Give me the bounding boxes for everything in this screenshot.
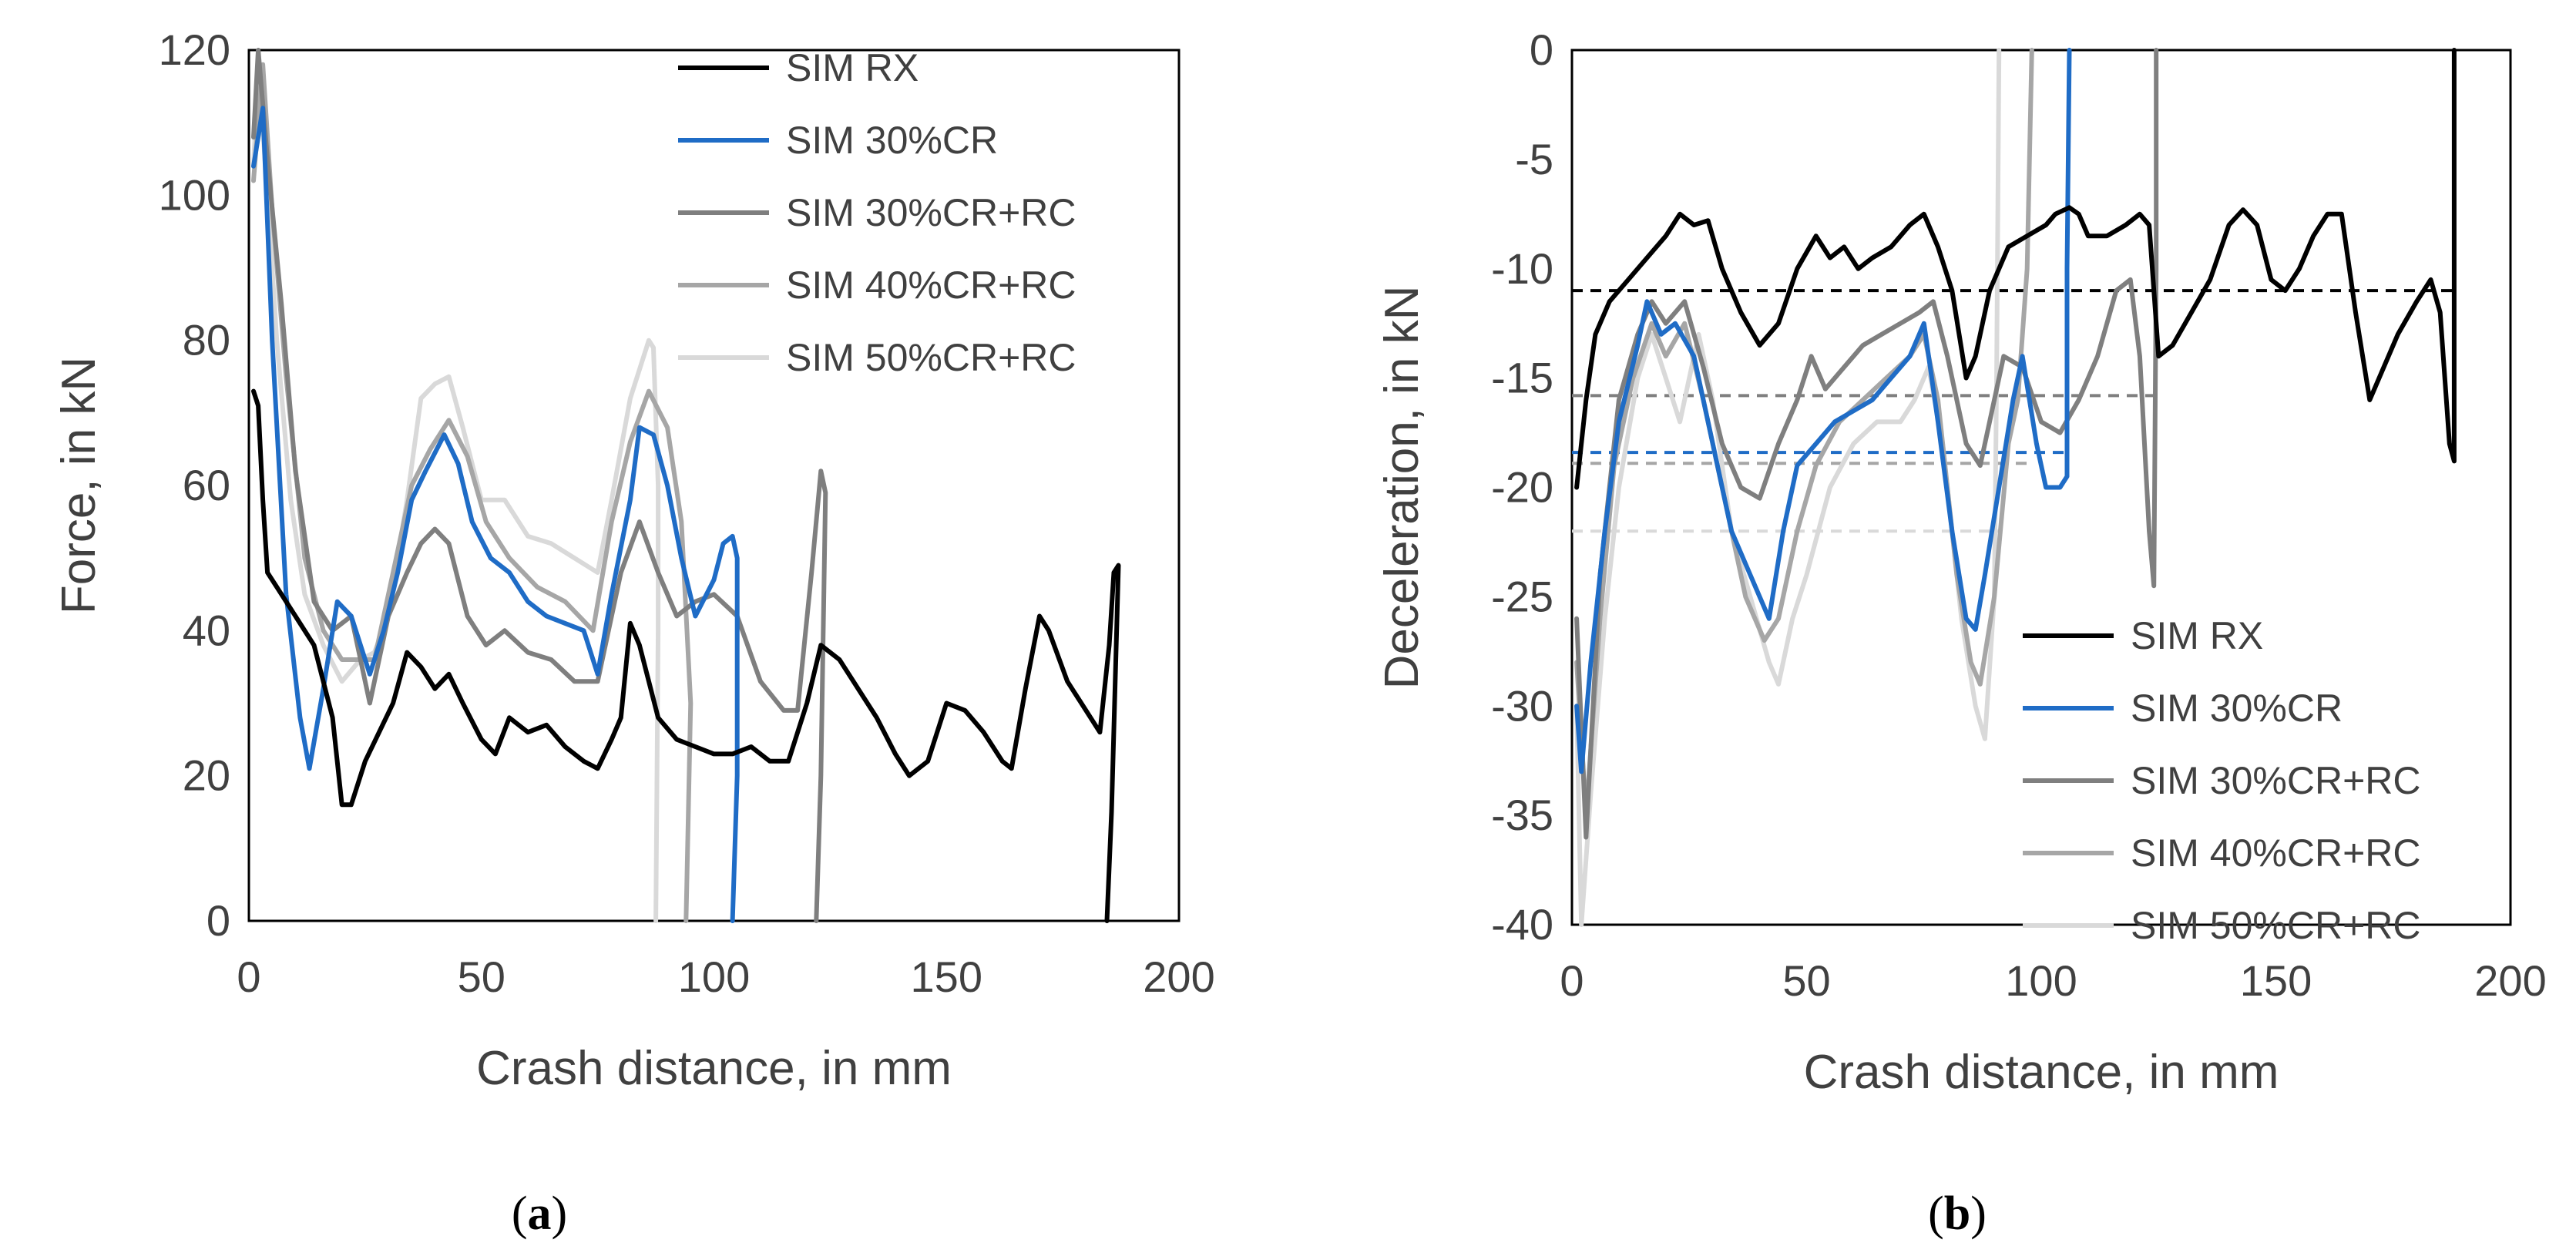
- chart1-legend-entry: SIM 50%CR+RC: [2131, 904, 2421, 947]
- chart0-series-line: [251, 388, 1121, 923]
- chart1-series-line: [1574, 48, 2457, 490]
- chart1-series-line: [1574, 48, 2159, 840]
- chart0-series-line: [251, 62, 661, 923]
- panel-a-force-chart: 0 20 40 60 80 100 120 0 50 100 150 200 Crash distanc…: [52, 25, 1215, 1095]
- caption-b-letter: b: [1944, 1187, 1970, 1240]
- chart0-xtick-label: 100: [678, 952, 750, 1001]
- chart0-legend-entry: SIM 30%CR+RC: [786, 191, 1076, 234]
- chart1-yaxis-label: Deceleration, in kN: [1375, 286, 1429, 690]
- chart1-xtick-label: 50: [1782, 956, 1830, 1005]
- chart1-legend-entry: SIM RX: [2131, 614, 2263, 657]
- chart1-series-line: [1574, 48, 2072, 774]
- chart0-legend-entry: SIM 40%CR+RC: [786, 264, 1076, 307]
- chart1-legend: SIM RX SIM 30%CR SIM 30%CR+RC SIM 40%CR+RC S…: [2023, 614, 2421, 947]
- chart0-yaxis-label: Force, in kN: [52, 357, 106, 614]
- chart0-ytick-label: 120: [159, 25, 230, 74]
- chart0-ytick-label: 80: [183, 316, 230, 364]
- chart0-xtick-label: 50: [458, 952, 505, 1001]
- chart0-xtick-label: 150: [911, 952, 982, 1001]
- chart0-series-line: [251, 62, 694, 923]
- chart1-xtick-label: 150: [2240, 956, 2312, 1005]
- chart0-plot-frame: [247, 49, 1181, 922]
- chart0-ytick-label: 100: [159, 170, 230, 219]
- chart1-ytick-label: 0: [1530, 25, 1553, 74]
- caption-a-letter: a: [528, 1187, 552, 1240]
- chart0-xtick-label: 200: [1143, 952, 1214, 1001]
- chart1-legend-entry: SIM 30%CR+RC: [2131, 759, 2421, 802]
- caption-a: (a): [512, 1187, 567, 1240]
- chart1-ytick-label: -30: [1491, 681, 1553, 730]
- caption-b: (b): [1928, 1187, 1987, 1240]
- chart1-xaxis-label: Crash distance, in mm: [1804, 1046, 2279, 1099]
- chart1-ytick-label: -35: [1491, 791, 1553, 839]
- chart1-ytick-label: -25: [1491, 572, 1553, 620]
- chart0-xaxis-label: Crash distance, in mm: [476, 1042, 952, 1095]
- chart0-ytick-label: 0: [207, 896, 230, 945]
- chart1-ytick-label: -40: [1491, 900, 1553, 949]
- chart1-ytick-label: -15: [1491, 354, 1553, 402]
- chart1-xtick-label: 200: [2474, 956, 2546, 1005]
- chart1-ytick-label: -10: [1491, 244, 1553, 293]
- chart0-legend: SIM RX SIM 30%CR SIM 30%CR+RC SIM 40%CR+RC S…: [678, 46, 1076, 379]
- chart0-legend-entry: SIM RX: [786, 46, 919, 89]
- chart1-legend-entry: SIM 30%CR: [2131, 687, 2343, 730]
- panel-b-deceleration-chart: 0-5-10-15-20-25-30-35-400 50 100 150 200Cras…: [1375, 25, 2547, 1099]
- chart0-xtick-label: 0: [237, 952, 260, 1001]
- chart1-xtick-label: 0: [1560, 956, 1584, 1005]
- chart0-legend-entry: SIM 50%CR+RC: [786, 336, 1076, 379]
- chart0-legend-entry: SIM 30%CR: [786, 119, 998, 162]
- chart0-series-line: [251, 106, 740, 923]
- chart1-ytick-label: -20: [1491, 463, 1553, 512]
- chart1-series-line: [1574, 48, 2002, 927]
- chart0-ytick-label: 20: [183, 751, 230, 800]
- chart1-ytick-label: -5: [1515, 135, 1553, 183]
- chart1-series-line: [1574, 48, 2034, 818]
- chart0-series-line: [251, 48, 828, 923]
- chart0-ytick-label: 60: [183, 461, 230, 509]
- chart1-xtick-label: 100: [2005, 956, 2077, 1005]
- chart1-legend-entry: SIM 40%CR+RC: [2131, 831, 2421, 875]
- chart0-ytick-label: 40: [183, 606, 230, 654]
